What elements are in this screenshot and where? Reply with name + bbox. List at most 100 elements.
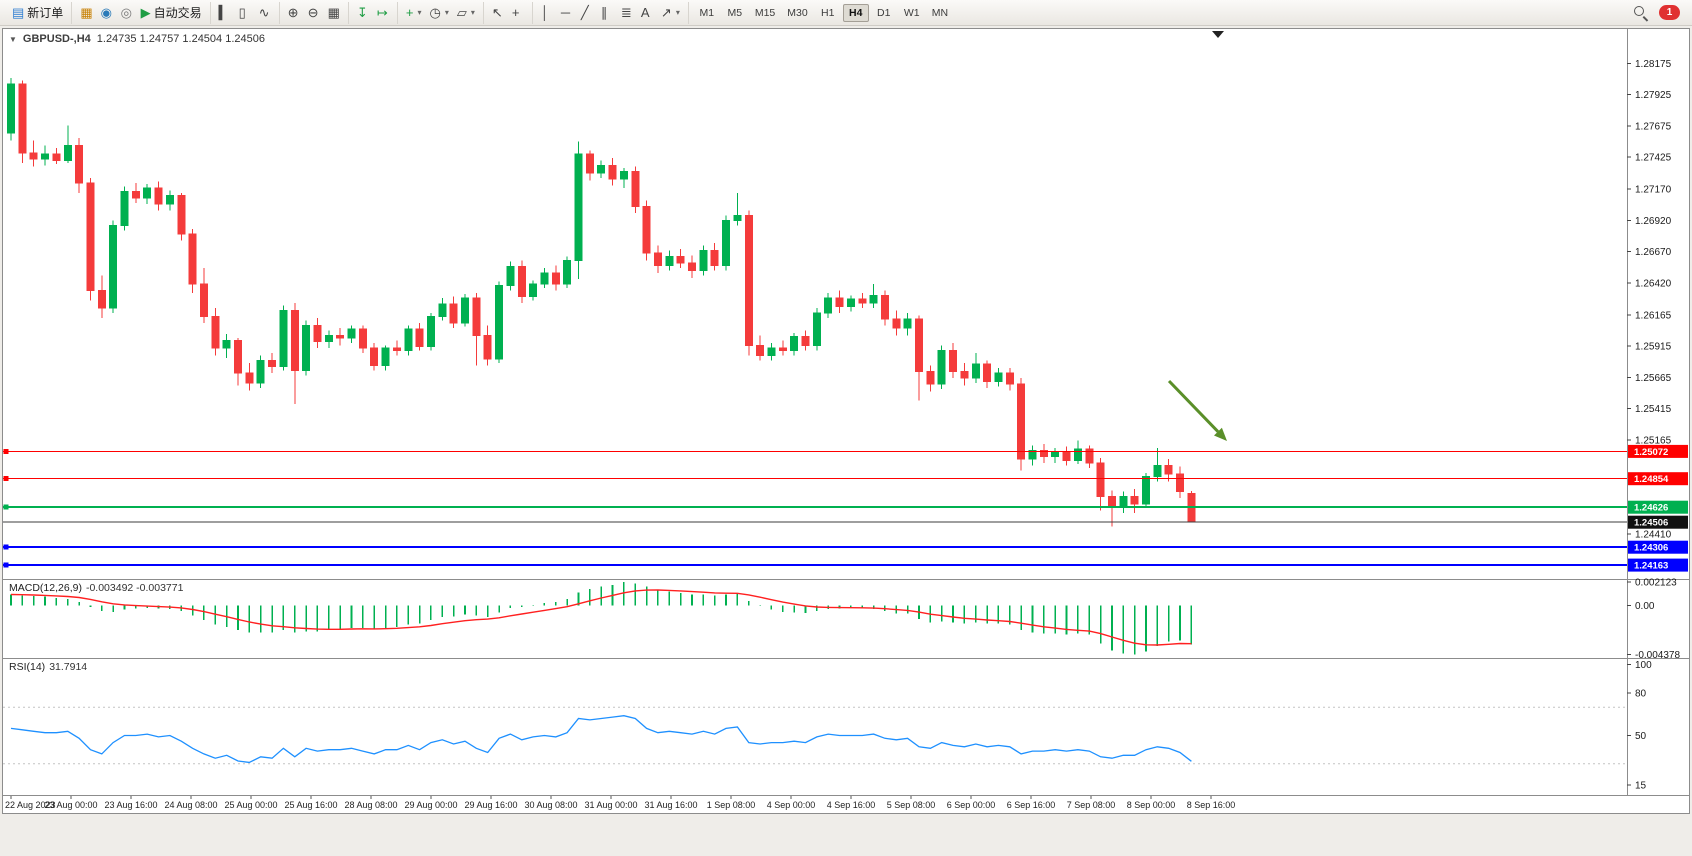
new-order-icon: ▤	[12, 5, 25, 20]
time-axis-label: 4 Sep 16:00	[827, 800, 876, 810]
timeframe-w1-button[interactable]: W1	[899, 4, 925, 22]
horizontal-line-button[interactable]: ─	[557, 3, 577, 23]
tile-windows-icon: ▦	[327, 5, 340, 20]
time-axis-label: 31 Aug 00:00	[584, 800, 637, 810]
community-button[interactable]: ◉	[97, 3, 117, 23]
fibonacci-button[interactable]: ≣	[617, 3, 637, 23]
bar-chart-button[interactable]: ▍	[215, 3, 235, 23]
svg-text:1.25665: 1.25665	[1635, 373, 1672, 384]
templates-button[interactable]: ▱ ▾	[453, 3, 479, 23]
candlestick-chart-button[interactable]: ▯	[235, 3, 255, 23]
periods-button[interactable]: ◷ ▾	[426, 3, 453, 23]
timeframe-h4-button[interactable]: H4	[842, 3, 869, 22]
timeframe-m1-button[interactable]: M1	[694, 4, 720, 22]
dropdown-caret-icon: ▾	[675, 8, 680, 17]
dropdown-caret-icon: ▾	[444, 8, 449, 17]
text-button[interactable]: A	[637, 3, 657, 23]
hline-object-1.25072[interactable]	[3, 448, 1627, 454]
trendline-button[interactable]: ╱	[577, 3, 597, 23]
timeframe-h1-button[interactable]: H1	[815, 4, 841, 22]
macd-histogram	[10, 582, 1193, 655]
chart-canvas[interactable]: 1.28175 1.27925 1.27675 1.27425 1.27170 1.269…	[3, 29, 1689, 811]
svg-text:1.24410: 1.24410	[1635, 530, 1672, 541]
market-button[interactable]: ◎	[117, 3, 137, 23]
svg-text:1.28175: 1.28175	[1635, 59, 1672, 70]
indicators-icon: +	[405, 5, 414, 20]
zoom-in-button[interactable]: ⊕	[284, 3, 304, 23]
svg-text:1.25072: 1.25072	[1634, 447, 1668, 458]
charts-menu-button[interactable]: ▦	[76, 3, 96, 23]
svg-text:50: 50	[1635, 731, 1647, 742]
indicators-button[interactable]: + ▾	[402, 3, 426, 23]
hline-object-1.24163[interactable]	[3, 562, 1627, 568]
time-axis-label: 23 Aug 00:00	[44, 800, 97, 810]
svg-text:1.27425: 1.27425	[1635, 153, 1672, 164]
svg-text:1.27675: 1.27675	[1635, 121, 1672, 132]
hline-object-1.24626[interactable]	[3, 504, 1627, 510]
autotrading-button-label: 自动交易	[153, 6, 202, 20]
notifications-badge[interactable]: 1	[1659, 5, 1680, 20]
svg-text:1.26165: 1.26165	[1635, 310, 1672, 321]
price-marker-label: 1.24163	[1628, 558, 1688, 572]
equidistant-channel-button[interactable]: ∥	[597, 3, 617, 23]
price-marker-label: 1.24306	[1628, 540, 1688, 554]
svg-text:1.27925: 1.27925	[1635, 90, 1672, 101]
toolbar-group: ↧ ↦	[349, 1, 398, 24]
vertical-line-icon: │	[540, 5, 550, 20]
line-anchor-marker	[3, 544, 9, 550]
auto-scroll-button[interactable]: ↧	[353, 3, 373, 23]
autotrading-button[interactable]: ▶ 自动交易	[137, 3, 206, 23]
hline-object-1.24854[interactable]	[3, 476, 1627, 482]
horizontal-line-icon: ─	[560, 5, 571, 20]
autotrading-icon: ▶	[140, 5, 151, 20]
chart-shift-button[interactable]: ↦	[373, 3, 393, 23]
chart-menu-caret-icon[interactable]: ▼	[9, 34, 17, 44]
text-icon: A	[640, 5, 650, 20]
new-order-button[interactable]: ▤ 新订单	[8, 3, 67, 23]
chart-window: 1.28175 1.27925 1.27675 1.27425 1.27170 1.269…	[2, 28, 1690, 814]
zoom-out-button[interactable]: ⊖	[304, 3, 324, 23]
svg-text:1.26670: 1.26670	[1635, 247, 1672, 258]
community-icon: ◉	[100, 5, 112, 20]
time-axis-labels: 22 Aug 202323 Aug 00:00 23 Aug 16:00 24 Au…	[5, 796, 1235, 810]
macd-pane: 0.002123 0.00 -0.004378	[10, 578, 1680, 661]
chart-shift-marker[interactable]	[1212, 31, 1224, 38]
macd-signal-line	[10, 589, 1192, 646]
timeframe-m5-button[interactable]: M5	[722, 4, 748, 22]
auto-scroll-icon: ↧	[356, 5, 368, 20]
new-order-button-label: 新订单	[27, 6, 64, 20]
tile-windows-button[interactable]: ▦	[324, 3, 344, 23]
crosshair-button[interactable]: +	[508, 3, 528, 23]
search-button[interactable]	[1630, 3, 1651, 23]
svg-text:1.26920: 1.26920	[1635, 216, 1672, 227]
pane-separators[interactable]	[3, 29, 1689, 796]
zoom-out-icon: ⊖	[307, 5, 319, 20]
time-axis-label: 25 Aug 16:00	[284, 800, 337, 810]
svg-text:1.25165: 1.25165	[1635, 435, 1672, 446]
price-axis-ticks: 1.28175 1.27925 1.27675 1.27425 1.27170 1.269…	[1627, 59, 1672, 541]
arrows-button[interactable]: ↗ ▾	[657, 3, 684, 23]
cursor-button[interactable]: ↖	[488, 3, 508, 23]
time-axis-label: 8 Sep 00:00	[1127, 800, 1176, 810]
price-axis[interactable]	[1627, 29, 1689, 795]
svg-text:1.24163: 1.24163	[1634, 561, 1668, 572]
time-axis-label: 29 Aug 00:00	[404, 800, 457, 810]
time-axis-label: 30 Aug 08:00	[524, 800, 577, 810]
arrow-annotation[interactable]	[1167, 379, 1227, 441]
line-chart-button[interactable]: ∿	[255, 3, 275, 23]
timeframe-mn-button[interactable]: MN	[927, 4, 953, 22]
chart-background[interactable]	[3, 29, 1689, 811]
svg-text:100: 100	[1635, 660, 1652, 671]
time-axis-label: 6 Sep 00:00	[947, 800, 996, 810]
templates-icon: ▱	[456, 5, 467, 20]
vertical-line-button[interactable]: │	[537, 3, 557, 23]
timeframe-m15-button[interactable]: M15	[750, 4, 780, 22]
price-marker-label: 1.25072	[1628, 444, 1688, 458]
timeframe-d1-button[interactable]: D1	[871, 4, 897, 22]
svg-text:15: 15	[1635, 781, 1647, 792]
timeframe-m30-button[interactable]: M30	[782, 4, 812, 22]
hline-object-1.24306[interactable]	[3, 544, 1627, 550]
toolbar-right-section: 1	[1630, 3, 1688, 23]
time-axis[interactable]	[3, 796, 1689, 811]
